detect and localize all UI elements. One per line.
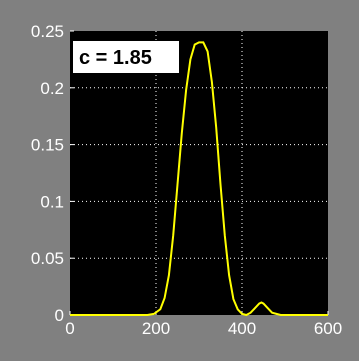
- grid-lines: [70, 31, 328, 315]
- x-tick-label: 0: [65, 319, 74, 338]
- x-tick-label: 600: [314, 319, 342, 338]
- y-tick-label: 0.2: [40, 79, 64, 98]
- x-tick-label: 400: [228, 319, 256, 338]
- annotation-box: c = 1.85: [73, 41, 179, 73]
- series-line: [70, 41, 328, 317]
- y-tick-label: 0.15: [31, 136, 64, 155]
- y-tick-label: 0.05: [31, 249, 64, 268]
- axes-background: [70, 31, 328, 315]
- y-tick-label: 0.1: [40, 192, 64, 211]
- y-tick-label: 0: [55, 306, 64, 325]
- x-tick-label: 200: [142, 319, 170, 338]
- annotation-text: c = 1.85: [79, 47, 152, 69]
- y-tick-label: 0.25: [31, 22, 64, 41]
- tick-labels: 0 200 400 600 0 0.05 0.1 0.15 0.2 0.25: [31, 22, 342, 338]
